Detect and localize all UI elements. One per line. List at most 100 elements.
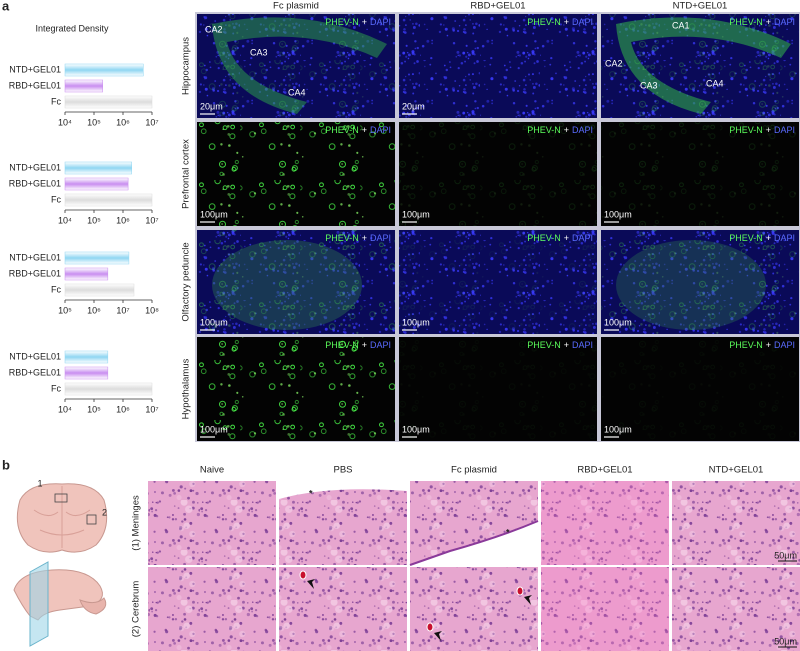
- stain-part: DAPI: [572, 125, 593, 135]
- category-label: RBD+GEL01: [9, 80, 61, 90]
- x-tick-label: 10⁷: [145, 117, 158, 127]
- row-label: (2) Cerebrum: [131, 581, 142, 638]
- bar: [64, 350, 109, 364]
- column-header: Naive: [200, 465, 224, 476]
- vessel: [516, 586, 524, 596]
- x-tick-label: 10⁶: [87, 305, 101, 315]
- scale-label: 20μm: [200, 101, 223, 111]
- category-label: NTD+GEL01: [9, 64, 61, 74]
- stain-part: +: [564, 340, 569, 350]
- stain-part: DAPI: [370, 233, 391, 243]
- histology-tint: [541, 567, 669, 651]
- x-tick-label: 10⁴: [58, 117, 72, 127]
- stain-part: +: [766, 17, 771, 27]
- stain-part: +: [362, 17, 367, 27]
- signal: [197, 14, 395, 118]
- diagram-label: 2: [102, 507, 107, 517]
- signal: [601, 14, 799, 118]
- scale-label: 100μm: [200, 317, 228, 327]
- row-label: (1) Meninges: [131, 495, 142, 551]
- stain-part: PHEV-N: [325, 17, 359, 27]
- histology-image: [279, 567, 407, 651]
- scale-label: 100μm: [604, 317, 632, 327]
- x-tick-label: 10⁵: [87, 215, 101, 225]
- bar: [64, 283, 135, 297]
- column-header: Fc plasmid: [451, 465, 497, 476]
- asterisk: *: [506, 527, 510, 537]
- category-label: NTD+GEL01: [9, 252, 61, 262]
- arrowhead: [434, 631, 442, 641]
- brain-diagram: [13, 483, 108, 647]
- stain-label: PHEV-N + DAPI: [729, 340, 795, 350]
- vessel: [426, 622, 434, 632]
- x-tick-label: 10⁶: [116, 404, 130, 414]
- x-tick-label: 10⁸: [145, 305, 159, 315]
- signal: [197, 230, 395, 334]
- x-tick-label: 10⁶: [116, 117, 130, 127]
- row-label: Hypothalamus: [181, 358, 192, 419]
- stain-part: DAPI: [774, 125, 795, 135]
- scale-label: 100μm: [402, 424, 430, 434]
- stain-part: PHEV-N: [527, 233, 561, 243]
- row-label: Olfactory peduncle: [181, 242, 192, 321]
- row-label: Prefrontal cortex: [181, 139, 192, 209]
- region-label: CA3: [250, 47, 268, 57]
- stain-part: DAPI: [370, 17, 391, 27]
- x-tick-label: 10⁴: [58, 404, 72, 414]
- bar: [64, 382, 153, 396]
- signal: [601, 122, 799, 226]
- stain-part: PHEV-N: [325, 340, 359, 350]
- signal: [601, 337, 799, 441]
- stain-part: +: [362, 125, 367, 135]
- stain-part: +: [564, 233, 569, 243]
- stain-label: PHEV-N + DAPI: [325, 340, 391, 350]
- category-label: RBD+GEL01: [9, 268, 61, 278]
- x-tick-label: 10⁷: [145, 404, 158, 414]
- stain-part: PHEV-N: [325, 125, 359, 135]
- bar: [64, 161, 132, 175]
- meninges-tissue: [409, 520, 539, 566]
- bar: [64, 267, 109, 281]
- column-header: Fc plasmid: [273, 1, 319, 12]
- category-label: RBD+GEL01: [9, 367, 61, 377]
- x-tick-label: 10⁵: [87, 117, 101, 127]
- stain-part: +: [766, 340, 771, 350]
- stain-part: +: [362, 233, 367, 243]
- stain-label: PHEV-N + DAPI: [527, 340, 593, 350]
- stain-label: PHEV-N + DAPI: [527, 233, 593, 243]
- stain-part: +: [766, 125, 771, 135]
- vessel: [299, 570, 307, 580]
- region-label: CA4: [706, 78, 724, 88]
- stain-part: PHEV-N: [729, 340, 763, 350]
- category-label: NTD+GEL01: [9, 162, 61, 172]
- stain-label: PHEV-N + DAPI: [325, 233, 391, 243]
- x-tick-label: 10⁵: [87, 404, 101, 414]
- meninges: [279, 481, 407, 499]
- region-label: CA3: [640, 80, 658, 90]
- stain-part: +: [564, 125, 569, 135]
- signal: [399, 122, 597, 226]
- histology-image: [410, 567, 538, 651]
- stain-part: DAPI: [370, 340, 391, 350]
- stain-label: PHEV-N + DAPI: [325, 17, 391, 27]
- scale-label: 100μm: [200, 424, 228, 434]
- x-tick-label: 10⁷: [145, 215, 158, 225]
- stain-part: +: [362, 340, 367, 350]
- chart-title: Integrated Density: [35, 23, 109, 33]
- stain-label: PHEV-N + DAPI: [729, 17, 795, 27]
- scale-label: 100μm: [402, 317, 430, 327]
- bar: [64, 79, 103, 93]
- column-header: RBD+GEL01: [577, 465, 632, 476]
- scale-label: 100μm: [200, 209, 228, 219]
- arrowhead: [307, 579, 315, 589]
- stain-label: PHEV-N + DAPI: [527, 125, 593, 135]
- category-label: Fc: [51, 194, 61, 204]
- bar: [64, 366, 109, 380]
- scale-label: 100μm: [604, 209, 632, 219]
- stain-part: PHEV-N: [729, 125, 763, 135]
- scale-label: 20μm: [402, 101, 425, 111]
- x-tick-label: 10⁷: [116, 305, 129, 315]
- category-label: Fc: [51, 284, 61, 294]
- signal: [197, 337, 395, 441]
- stain-part: DAPI: [774, 233, 795, 243]
